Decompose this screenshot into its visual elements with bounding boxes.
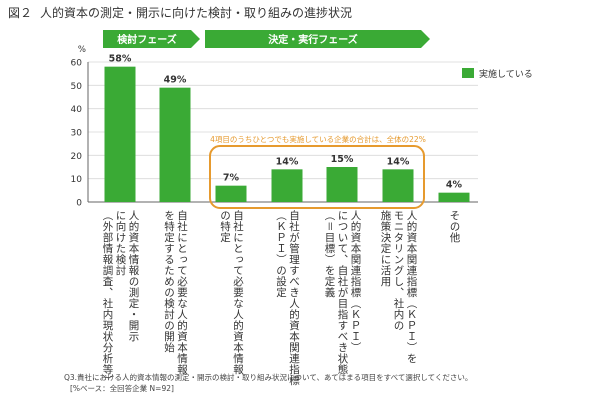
x-tick-label-line: （＝目標）を定義 — [323, 210, 336, 298]
x-tick-label-line: 人的資本関連指標（ＫＰＩ） — [349, 210, 362, 353]
callout-text: 4項目のうちひとつでも実施している企業の合計は、全体の22% — [210, 134, 426, 144]
y-tick-label: 30 — [71, 129, 83, 139]
x-tick-label-line: （ＫＰＩ）の設定 — [275, 210, 287, 298]
data-label: 58% — [109, 54, 132, 65]
x-tick-label: その他 — [448, 210, 461, 243]
x-tick-label-line: について、自社が目指すべき状態 — [336, 210, 349, 375]
x-tick-label-line: 人的資本関連指標（ＫＰＩ）を — [405, 210, 418, 364]
data-label: 14% — [276, 156, 299, 167]
footnote-question: Q3.貴社における人的資本情報の測定・開示の検討・取り組み状況について、あてはま… — [64, 373, 473, 382]
data-label: 14% — [387, 156, 410, 167]
callout-box — [209, 145, 425, 209]
phase-banner-execution-label: 決定・実行フェーズ — [268, 33, 358, 46]
x-tick-label: 自社が管理すべき人的資本関連指標 （ＫＰＩ）の設定 — [274, 210, 300, 386]
bar — [382, 169, 414, 202]
bar — [104, 66, 136, 203]
data-label: 15% — [331, 154, 354, 165]
x-tick-label-line: （外部情報調査、社内現状分析等） — [101, 210, 114, 386]
y-tick-label: 40 — [71, 105, 83, 115]
data-label: 49% — [164, 75, 187, 86]
bar — [438, 192, 470, 202]
x-tick-label-line: 人的資本情報の測定・開示 — [127, 210, 140, 342]
x-tick-label-line: 施策決定に活用 — [379, 210, 392, 287]
x-tick-label-line: その他 — [448, 210, 461, 243]
x-tick-label: 自社にとって必要な人的資本情報 の特定 — [218, 210, 244, 375]
y-unit-label: % — [78, 45, 86, 55]
y-tick-label: 20 — [71, 152, 83, 162]
data-label: 7% — [223, 173, 240, 184]
legend-swatch — [462, 68, 474, 78]
x-tick-label: 人的資本関連指標（ＫＰＩ）を モニタリングし、社内の 施策決定に活用 — [379, 210, 418, 364]
bar — [326, 167, 358, 202]
x-tick-label-line: の特定 — [219, 210, 231, 243]
x-tick-label-line: 自社が管理すべき人的資本関連指標 — [288, 210, 300, 386]
data-label: 4% — [446, 180, 463, 191]
phase-banner-execution — [205, 30, 430, 48]
x-tick-label-line: に向けた検討 — [114, 210, 127, 276]
y-tick-label: 10 — [71, 175, 83, 185]
phase-banner-review-label: 検討フェーズ — [117, 33, 177, 46]
figure-title-text: 人的資本の測定・開示に向けた検討・取り組みの進捗状況 — [40, 6, 353, 20]
x-tick-label: 人的資本関連指標（ＫＰＩ） について、自社が目指すべき状態 （＝目標）を定義 — [323, 210, 362, 375]
bar — [215, 185, 247, 202]
x-tick-label-line: 自社にとって必要な人的資本情報 — [232, 210, 244, 375]
legend-label: 実施している — [479, 68, 533, 80]
phase-banner-review — [103, 30, 200, 48]
bar — [271, 169, 303, 202]
y-tick-label: 60 — [71, 59, 83, 69]
y-tick-label: 0 — [76, 199, 82, 209]
x-tick-label-line: モニタリングし、社内の — [392, 210, 405, 331]
figure-number: 図２ — [8, 6, 33, 20]
footnote-base: [%ベース：全回答企業 N=92] — [70, 384, 174, 393]
x-tick-label-line: を特定するための検討の開始 — [163, 210, 175, 353]
x-tick-label: 人的資本情報の測定・開示 に向けた検討 （外部情報調査、社内現状分析等） — [101, 210, 140, 386]
figure-title: 図２ 人的資本の測定・開示に向けた検討・取り組みの進捗状況 — [8, 4, 352, 21]
y-tick-label: 50 — [71, 82, 83, 92]
bar — [159, 87, 191, 202]
x-tick-label-line: 自社にとって必要な人的資本情報 — [176, 210, 188, 375]
x-tick-label: 自社にとって必要な人的資本情報 を特定するための検討の開始 — [162, 210, 188, 375]
